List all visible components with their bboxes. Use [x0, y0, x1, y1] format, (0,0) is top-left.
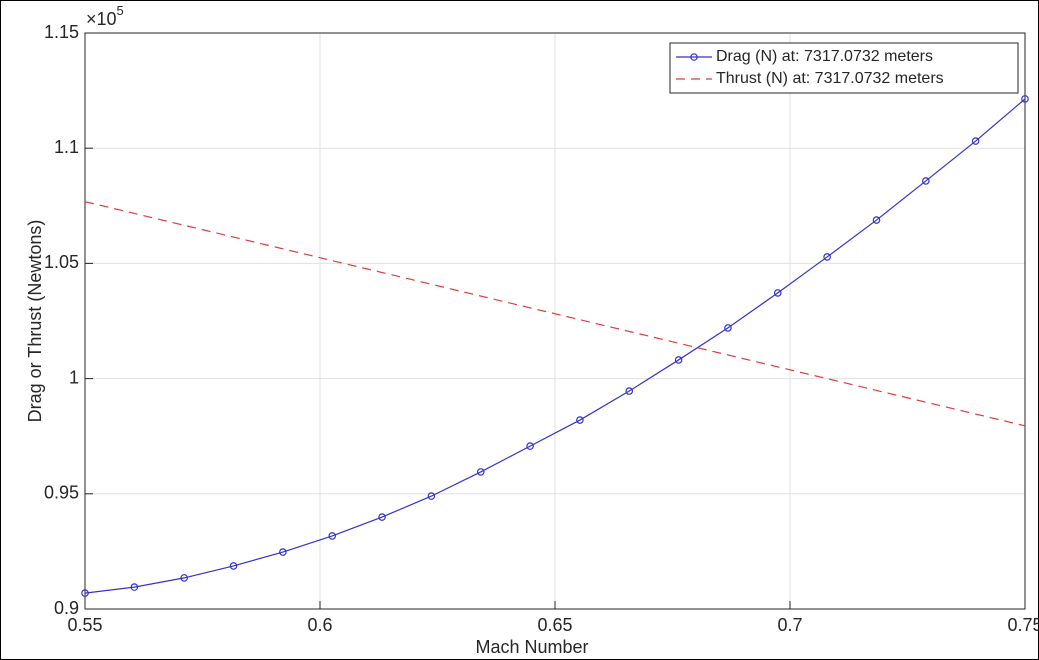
data-point [872, 216, 881, 224]
data-point [773, 289, 782, 297]
series-line [84, 201, 1026, 427]
legend-box [669, 42, 1019, 94]
data-point [823, 253, 831, 261]
y-tick-label: 1.15 [44, 22, 79, 42]
x-tick-label: 0.7 [777, 615, 802, 635]
data-point [724, 324, 732, 332]
x-axis-label: Mach Number [475, 637, 588, 657]
y-multiplier-exponent: 5 [117, 3, 124, 18]
legend-label: Thrust (N) at: 7317.0732 meters [716, 70, 944, 87]
data-point [625, 387, 634, 395]
y-tick-label: 1.05 [44, 252, 79, 272]
series-line [84, 98, 1026, 594]
data-point [674, 356, 683, 364]
plot-area: 0.55 0.6 0.65 0.7 0.75 0.9 0.95 1 1.05 1.1 1.15 Dra… [44, 22, 1039, 635]
data-point [130, 583, 139, 591]
y-tick-label: 1.1 [54, 137, 79, 157]
data-point [971, 137, 980, 145]
y-tick-label: 1 [69, 367, 79, 387]
axes-box [84, 32, 1026, 610]
y-multiplier-base: ×10 [86, 9, 117, 29]
data-point [180, 574, 188, 582]
x-tick-label: 0.75 [1007, 615, 1039, 635]
y-axis-label: Drag or Thrust (Newtons) [25, 220, 45, 423]
y-tick-label: 0.95 [44, 483, 79, 503]
data-point [476, 468, 485, 476]
data-point [1021, 95, 1029, 103]
data-point [279, 548, 287, 556]
legend-label: Drag (N) at: 7317.0732 meters [716, 48, 933, 65]
data-point [229, 562, 238, 570]
y-multiplier: ×105 [86, 3, 124, 28]
y-tick-label: 0.9 [54, 598, 79, 618]
x-tick-label: 0.65 [537, 615, 572, 635]
data-point [922, 177, 930, 185]
legend-marker [690, 53, 698, 61]
data-point [378, 513, 386, 521]
x-tick-label: 0.55 [67, 615, 102, 635]
data-point [427, 492, 436, 500]
data-point [526, 442, 534, 450]
x-tick-label: 0.6 [307, 615, 332, 635]
data-point [576, 416, 584, 424]
data-point [81, 589, 89, 597]
data-point [328, 532, 337, 540]
